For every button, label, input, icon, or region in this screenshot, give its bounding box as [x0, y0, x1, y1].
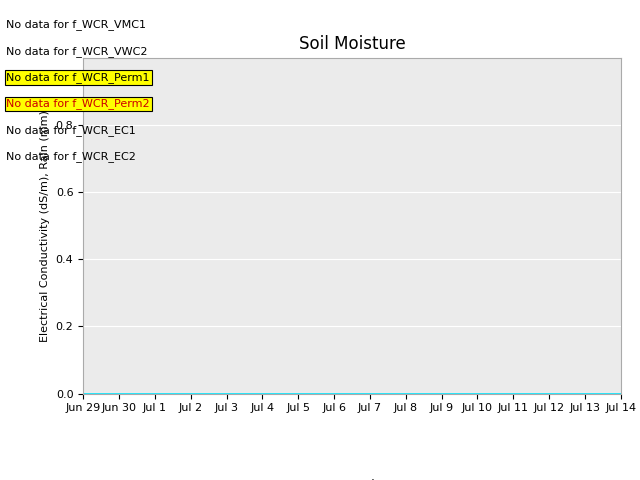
Y-axis label: Electrical Conductivity (dS/m), Rain (mm): Electrical Conductivity (dS/m), Rain (mm…: [40, 109, 50, 342]
Legend: Rain: Rain: [316, 474, 388, 480]
Title: Soil Moisture: Soil Moisture: [299, 35, 405, 53]
Text: No data for f_WCR_VWC2: No data for f_WCR_VWC2: [6, 46, 148, 57]
Text: No data for f_WCR_VMC1: No data for f_WCR_VMC1: [6, 19, 147, 30]
Text: No data for f_WCR_EC2: No data for f_WCR_EC2: [6, 151, 136, 162]
Text: No data for f_WCR_EC1: No data for f_WCR_EC1: [6, 125, 136, 136]
Text: No data for f_WCR_Perm2: No data for f_WCR_Perm2: [6, 98, 150, 109]
Text: No data for f_WCR_Perm1: No data for f_WCR_Perm1: [6, 72, 150, 83]
